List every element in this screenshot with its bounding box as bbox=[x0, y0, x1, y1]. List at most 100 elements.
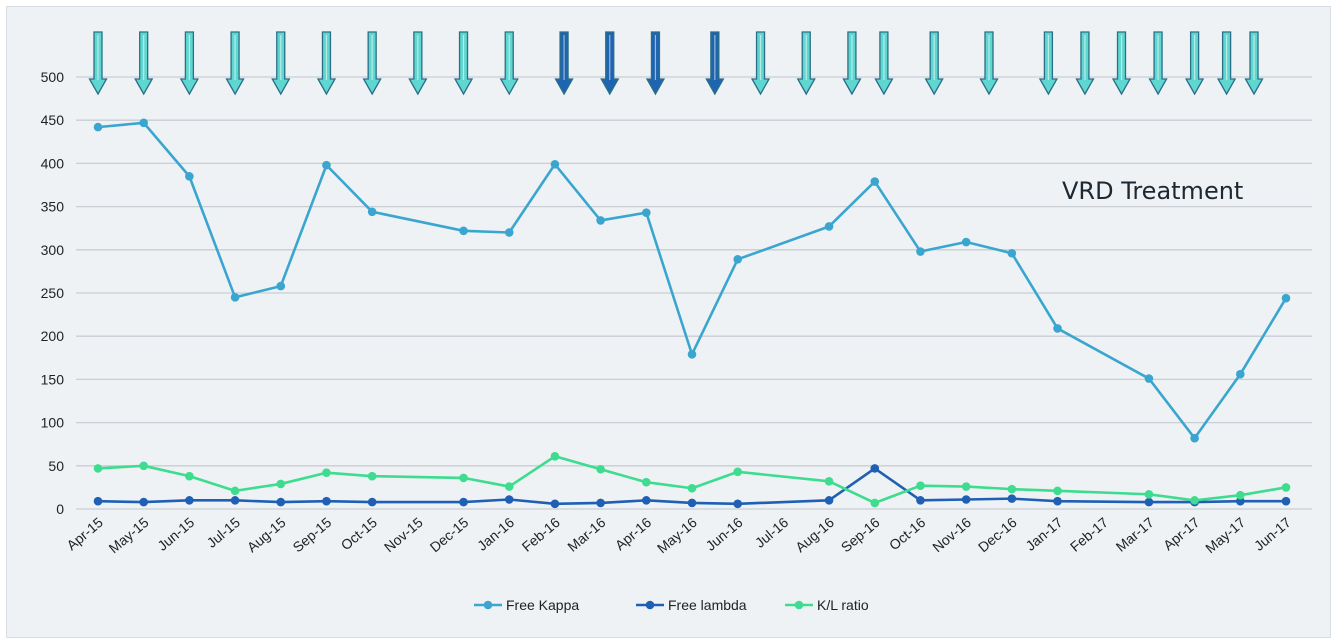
treatment-arrow-icon bbox=[362, 31, 382, 96]
data-point bbox=[596, 216, 605, 225]
x-tick-label: Jun-16 bbox=[703, 514, 746, 554]
x-tick-label: May-16 bbox=[654, 514, 700, 556]
x-tick-label: Apr-16 bbox=[612, 514, 655, 553]
data-point bbox=[961, 237, 971, 247]
data-point bbox=[1053, 486, 1062, 496]
x-tick-label: Dec-16 bbox=[975, 514, 1020, 555]
x-tick-label: Jul-16 bbox=[752, 514, 792, 551]
legend-label: Free lambda bbox=[668, 597, 747, 613]
data-point bbox=[322, 160, 331, 170]
series-free-kappa bbox=[93, 118, 1291, 443]
data-point bbox=[367, 207, 377, 217]
x-tick-label: May-15 bbox=[106, 514, 152, 556]
data-point bbox=[687, 498, 697, 508]
data-point bbox=[642, 477, 651, 487]
data-point bbox=[870, 464, 880, 473]
x-tick-label: Oct-15 bbox=[338, 514, 381, 553]
data-point bbox=[824, 222, 834, 231]
data-point bbox=[1190, 496, 1199, 505]
legend-swatch-dot bbox=[645, 600, 655, 610]
treatment-arrow-icon bbox=[88, 31, 108, 96]
data-point bbox=[642, 208, 651, 217]
x-tick-label: Sep-16 bbox=[838, 514, 883, 555]
data-point bbox=[733, 255, 742, 264]
data-point bbox=[916, 496, 925, 505]
data-point bbox=[504, 482, 514, 491]
series-line bbox=[97, 454, 1287, 505]
treatment-arrow-icon bbox=[408, 31, 428, 96]
data-point bbox=[185, 496, 194, 505]
data-point bbox=[916, 481, 925, 490]
data-point bbox=[687, 483, 697, 493]
data-point bbox=[504, 495, 514, 504]
data-point bbox=[1053, 496, 1062, 506]
treatment-arrow-icon bbox=[796, 31, 816, 96]
data-point bbox=[459, 226, 468, 236]
data-point bbox=[687, 350, 697, 359]
treatment-arrow-icon bbox=[499, 31, 519, 96]
y-tick-label: 100 bbox=[41, 415, 65, 431]
data-point bbox=[185, 172, 194, 181]
treatment-arrow-icon bbox=[705, 31, 725, 96]
data-point bbox=[322, 496, 331, 506]
treatment-arrow-icon bbox=[979, 31, 999, 96]
legend-label: K/L ratio bbox=[817, 597, 869, 613]
x-axis-ticks: Apr-15 May-15 Jun-15 Jul-15 Aug-15 Sep-15 Oct-… bbox=[63, 514, 1294, 556]
y-tick-label: 500 bbox=[41, 69, 65, 85]
x-tick-label: May-17 bbox=[1202, 514, 1248, 556]
data-point bbox=[322, 468, 331, 478]
x-tick-label: Jun-17 bbox=[1251, 514, 1294, 554]
treatment-arrow-icon bbox=[554, 31, 574, 96]
y-tick-label: 250 bbox=[41, 285, 65, 301]
data-point bbox=[1007, 494, 1017, 503]
y-tick-label: 0 bbox=[56, 501, 64, 517]
data-point bbox=[367, 497, 377, 507]
data-point bbox=[733, 467, 742, 477]
x-tick-label: Feb-17 bbox=[1067, 514, 1111, 555]
treatment-arrow-icon bbox=[316, 31, 337, 96]
legend-swatch-dot bbox=[794, 600, 804, 610]
legend-item: K/L ratio bbox=[785, 597, 869, 613]
annotation-label: VRD Treatment bbox=[1062, 177, 1243, 205]
x-tick-label: Apr-17 bbox=[1160, 514, 1203, 553]
data-point bbox=[367, 471, 377, 481]
legend: Free Kappa Free lambda K/L ratio bbox=[474, 597, 869, 613]
x-tick-label: Jan-17 bbox=[1022, 514, 1065, 554]
treatment-arrow-icon bbox=[600, 31, 620, 96]
x-tick-label: Apr-15 bbox=[63, 514, 106, 553]
y-tick-label: 200 bbox=[41, 328, 65, 344]
treatment-arrow-icon bbox=[1216, 31, 1237, 96]
treatment-arrow-icon bbox=[1148, 31, 1168, 96]
data-point bbox=[1236, 369, 1245, 379]
data-point bbox=[230, 496, 240, 505]
y-tick-label: 300 bbox=[41, 242, 65, 258]
x-tick-label: Feb-16 bbox=[519, 514, 563, 555]
legend-swatch-dot bbox=[483, 600, 493, 610]
y-tick-label: 50 bbox=[48, 458, 64, 474]
data-point bbox=[276, 479, 286, 489]
y-tick-label: 450 bbox=[41, 112, 65, 128]
treatment-arrow-icon bbox=[1185, 31, 1205, 96]
y-tick-label: 400 bbox=[41, 155, 65, 171]
data-point bbox=[550, 159, 560, 169]
data-point bbox=[459, 473, 468, 483]
data-point bbox=[870, 498, 880, 508]
x-tick-label: Aug-15 bbox=[244, 514, 289, 555]
legend-label: Free Kappa bbox=[506, 597, 579, 613]
data-point bbox=[1053, 324, 1062, 333]
data-point bbox=[93, 122, 103, 132]
data-point bbox=[459, 497, 468, 507]
data-point bbox=[93, 464, 103, 473]
data-point bbox=[550, 451, 560, 461]
data-point bbox=[139, 461, 148, 471]
treatment-arrow-icon bbox=[1075, 31, 1095, 96]
treatment-arrow-icon bbox=[179, 31, 200, 96]
data-point bbox=[1281, 293, 1291, 303]
series-line bbox=[97, 467, 1286, 506]
data-point bbox=[1144, 490, 1154, 499]
chart-area bbox=[6, 6, 1331, 638]
series-line bbox=[97, 121, 1288, 440]
treatment-arrow-icon bbox=[842, 31, 862, 96]
